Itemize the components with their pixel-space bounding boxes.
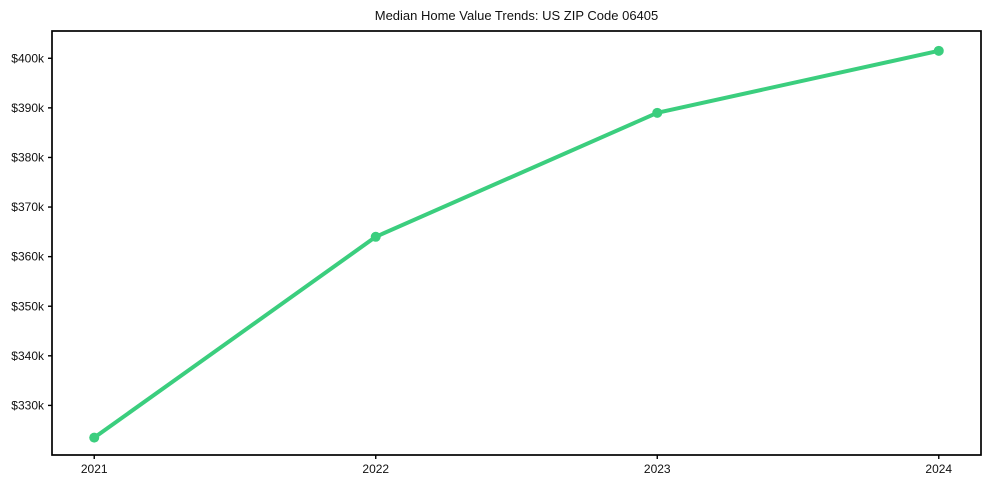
y-tick-label: $360k	[11, 250, 45, 264]
y-tick-label: $330k	[11, 398, 45, 412]
trend-line	[92, 48, 941, 440]
chart-title: Median Home Value Trends: US ZIP Code 06…	[374, 8, 659, 23]
data-point-marker	[652, 107, 663, 118]
y-tick-label: $340k	[11, 349, 45, 363]
data-point-marker	[933, 45, 944, 56]
data-point-marker	[89, 432, 100, 443]
y-tick-label: $390k	[11, 101, 45, 115]
x-tick-label: 2022	[362, 462, 389, 476]
plot-border	[51, 30, 982, 456]
x-tick-label: 2024	[925, 462, 952, 476]
y-tick-label: $380k	[11, 151, 45, 165]
x-tick-label: 2021	[81, 462, 108, 476]
y-tick-label: $350k	[11, 299, 45, 313]
data-point-marker	[370, 231, 381, 242]
y-tick-label: $370k	[11, 200, 45, 214]
x-tick-label: 2023	[644, 462, 671, 476]
y-tick-label: $400k	[11, 51, 45, 65]
